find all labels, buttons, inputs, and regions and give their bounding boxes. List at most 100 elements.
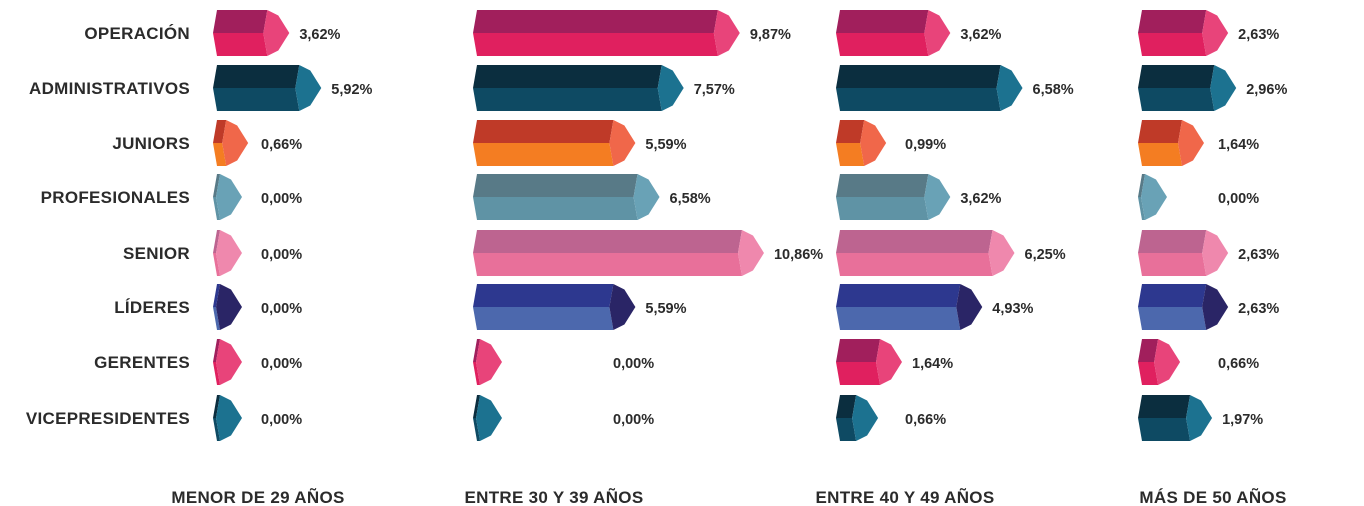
bar-top-face (1138, 395, 1191, 418)
bar-entre-40-y-49-anos-administrativos (836, 65, 1023, 111)
bar-side-face (1186, 395, 1213, 441)
bar-side-face (476, 395, 502, 441)
bar-side-face (216, 284, 242, 330)
category-label-administrativos: ADMINISTRATIVOS (29, 79, 190, 98)
value-label-menor-de-29-anos-profesionales: 0,00% (261, 191, 302, 207)
value-label-entre-40-y-49-anos-juniors: 0,99% (905, 137, 946, 153)
bar-menor-de-29-anos-administrativos (213, 65, 322, 111)
value-label-menor-de-29-anos-administrativos: 5,92% (331, 82, 372, 98)
bar-front-face (1138, 362, 1159, 385)
bar-entre-30-y-39-anos-administrativos (473, 65, 684, 111)
bar-mas-de-50-anos-gerentes (1138, 339, 1181, 385)
bar-side-face (852, 395, 879, 441)
value-label-mas-de-50-anos-profesionales: 0,00% (1218, 191, 1259, 207)
value-label-entre-30-y-39-anos-profesionales: 6,58% (670, 191, 711, 207)
bar-front-face (473, 307, 614, 330)
bar-mas-de-50-anos-profesionales (1138, 174, 1167, 220)
bar-side-face (1210, 65, 1237, 111)
bar-front-face (1138, 143, 1183, 166)
group-label-entre-30-y-39-anos: ENTRE 30 Y 39 AÑOS (465, 487, 644, 506)
bar-top-face (213, 339, 220, 362)
value-label-entre-40-y-49-anos-vicepresidentes: 0,66% (905, 412, 946, 428)
value-labels: 3,62% 5,92% 0,66% 0,00% 0,00% 0,00% 0,00% 0,00%… (261, 27, 1287, 428)
category-labels: OPERACIÓN ADMINISTRATIVOS JUNIORS PROFESION… (26, 24, 190, 428)
value-label-entre-30-y-39-anos-administrativos: 7,57% (694, 82, 735, 98)
bar-front-face (1138, 307, 1207, 330)
category-label-vicepresidentes: VICEPRESIDENTES (26, 409, 190, 428)
bar-menor-de-29-anos-operacion (213, 10, 290, 56)
bar-front-face (473, 197, 638, 220)
bar-front-face (213, 88, 300, 111)
bar-front-face (473, 418, 480, 441)
category-label-operacion: OPERACIÓN (84, 24, 190, 43)
bar-front-face (213, 143, 227, 166)
bar-menor-de-29-anos-juniors (213, 120, 249, 166)
bar-mas-de-50-anos-administrativos (1138, 65, 1237, 111)
bar-front-face (473, 88, 662, 111)
bar-top-face (473, 284, 614, 307)
value-label-entre-40-y-49-anos-operacion: 3,62% (960, 27, 1001, 43)
bar-top-face (213, 395, 220, 418)
bar-front-face (213, 253, 220, 276)
bar-side-face (1202, 284, 1229, 330)
bar-side-face (737, 230, 764, 276)
bar-top-face (836, 65, 1001, 88)
bar-top-face (1138, 339, 1159, 362)
bar-side-face (956, 284, 983, 330)
bar-top-face (836, 120, 865, 143)
bar-side-face (860, 120, 887, 166)
bar-mas-de-50-anos-operacion (1138, 10, 1229, 56)
value-label-entre-30-y-39-anos-lideres: 5,59% (645, 301, 686, 317)
value-label-entre-30-y-39-anos-senior: 10,86% (774, 247, 823, 263)
value-label-menor-de-29-anos-senior: 0,00% (261, 247, 302, 263)
bar-entre-40-y-49-anos-senior (836, 230, 1015, 276)
bar-front-face (1138, 33, 1207, 56)
category-label-gerentes: GERENTES (94, 353, 190, 372)
bar-entre-30-y-39-anos-lideres (473, 284, 636, 330)
bar-side-face (1178, 120, 1205, 166)
bar-top-face (1138, 174, 1145, 197)
bar-top-face (836, 284, 961, 307)
category-label-profesionales: PROFESIONALES (41, 188, 190, 207)
bar-side-face (476, 339, 502, 385)
bar-entre-40-y-49-anos-profesionales (836, 174, 951, 220)
group-labels: MENOR DE 29 AÑOS ENTRE 30 Y 39 AÑOS ENTRE … (171, 487, 1286, 506)
value-label-mas-de-50-anos-operacion: 2,63% (1238, 27, 1279, 43)
value-label-entre-40-y-49-anos-senior: 6,25% (1025, 247, 1066, 263)
bar-side-face (295, 65, 322, 111)
bar-entre-30-y-39-anos-vicepresidentes (473, 395, 502, 441)
bar-top-face (836, 10, 929, 33)
value-label-menor-de-29-anos-operacion: 3,62% (299, 27, 340, 43)
bar-side-face (876, 339, 903, 385)
bar-entre-30-y-39-anos-gerentes (473, 339, 502, 385)
bar-top-face (473, 230, 742, 253)
bar-menor-de-29-anos-senior (213, 230, 242, 276)
bar-front-face (836, 307, 961, 330)
value-label-entre-30-y-39-anos-operacion: 9,87% (750, 27, 791, 43)
value-label-entre-30-y-39-anos-vicepresidentes: 0,00% (613, 412, 654, 428)
value-label-menor-de-29-anos-gerentes: 0,00% (261, 356, 302, 372)
bar-entre-40-y-49-anos-vicepresidentes (836, 395, 879, 441)
category-label-lideres: LÍDERES (114, 298, 190, 317)
value-label-menor-de-29-anos-vicepresidentes: 0,00% (261, 412, 302, 428)
value-label-entre-40-y-49-anos-gerentes: 1,64% (912, 356, 953, 372)
bar-front-face (213, 307, 220, 330)
bar-front-face (836, 88, 1001, 111)
bar-top-face (1138, 284, 1207, 307)
bar-front-face (836, 33, 929, 56)
value-label-menor-de-29-anos-juniors: 0,66% (261, 137, 302, 153)
bar-front-face (836, 253, 993, 276)
bar-front-face (213, 418, 220, 441)
category-label-juniors: JUNIORS (112, 134, 190, 153)
value-label-mas-de-50-anos-senior: 2,63% (1238, 247, 1279, 263)
group-label-mas-de-50-anos: MÁS DE 50 AÑOS (1139, 487, 1286, 506)
bar-top-face (1138, 10, 1207, 33)
value-label-mas-de-50-anos-vicepresidentes: 1,97% (1222, 412, 1263, 428)
bar-menor-de-29-anos-lideres (213, 284, 242, 330)
bar-side-face (1202, 10, 1229, 56)
bar-entre-40-y-49-anos-gerentes (836, 339, 903, 385)
bar-top-face (1138, 120, 1183, 143)
value-label-mas-de-50-anos-administrativos: 2,96% (1246, 82, 1287, 98)
bar-menor-de-29-anos-gerentes (213, 339, 242, 385)
bar-side-face (216, 339, 242, 385)
